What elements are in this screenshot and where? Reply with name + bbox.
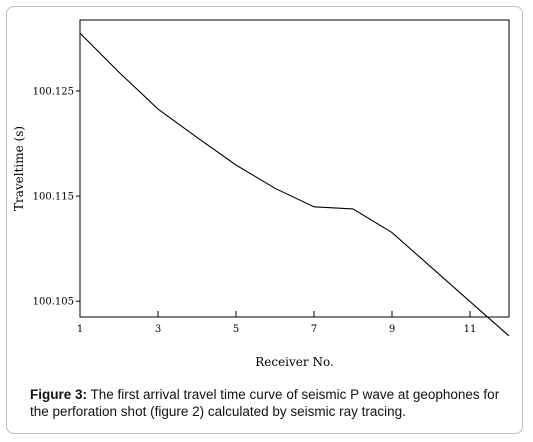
plot-area-border [79, 19, 510, 318]
line-chart: 1 3 5 7 9 11 100.105 100.115 100.125 Receiver N… [12, 19, 510, 369]
x-tick-label: 7 [311, 324, 317, 335]
x-tick-label: 5 [233, 324, 239, 335]
x-tick-label: 9 [389, 324, 395, 335]
figure-caption: Figure 3: The first arrival travel time … [30, 386, 510, 420]
x-axis-title: Receiver No. [255, 355, 334, 369]
y-tick-label: 100.125 [33, 86, 74, 97]
y-axis-title: Traveltime (s) [12, 126, 26, 211]
x-tick-label: 11 [464, 324, 477, 335]
x-tick-label: 3 [155, 324, 161, 335]
caption-text: The first arrival travel time curve of s… [30, 387, 500, 419]
caption-label: Figure 3: [30, 387, 88, 402]
y-tick-label: 100.115 [33, 192, 74, 203]
traveltime-curve [79, 32, 510, 337]
y-axis: 100.105 100.115 100.125 [33, 86, 80, 308]
figure-frame [6, 6, 523, 434]
x-tick-label: 1 [77, 324, 83, 335]
x-axis: 1 3 5 7 9 11 [77, 311, 477, 335]
y-tick-label: 100.105 [33, 297, 74, 308]
